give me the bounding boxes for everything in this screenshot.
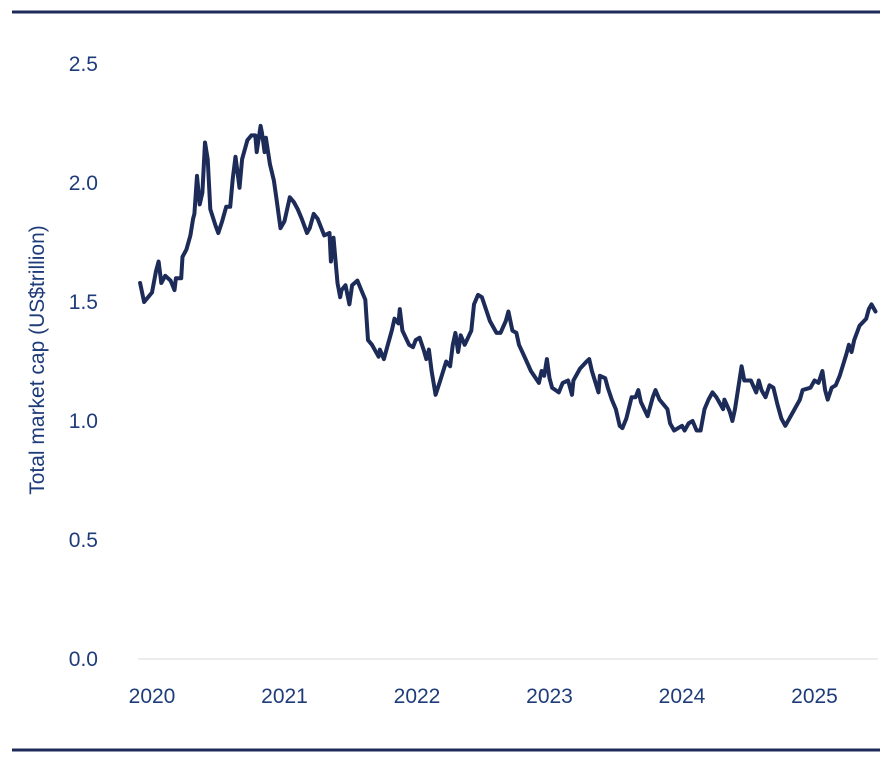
y-tick-label: 2.0 bbox=[69, 172, 98, 195]
y-tick-label: 0.0 bbox=[69, 648, 98, 671]
series-line-total-market-cap bbox=[138, 123, 878, 433]
y-tick-label: 1.0 bbox=[69, 410, 98, 433]
x-tick-label: 2023 bbox=[526, 685, 573, 708]
y-axis-label: Total market cap (US$trillion) bbox=[26, 225, 49, 495]
x-tick-label: 2022 bbox=[394, 685, 441, 708]
x-tick-label: 2021 bbox=[261, 685, 308, 708]
y-tick-label: 1.5 bbox=[69, 291, 98, 314]
x-tick-label: 2020 bbox=[129, 685, 176, 708]
x-tick-label: 2025 bbox=[791, 685, 838, 708]
x-tick-label: 2024 bbox=[659, 685, 706, 708]
y-tick-label: 2.5 bbox=[69, 53, 98, 76]
y-tick-label: 0.5 bbox=[69, 529, 98, 552]
